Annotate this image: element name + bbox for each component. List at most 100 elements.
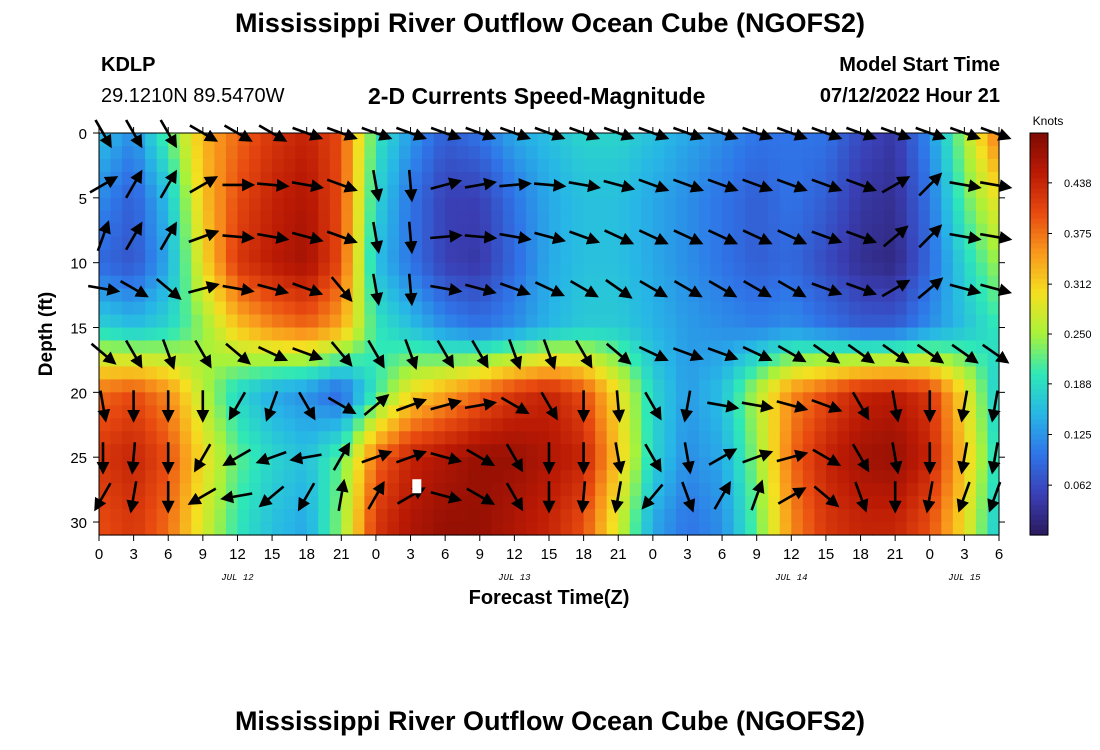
current-vector-arrow xyxy=(367,480,385,510)
current-vector-arrow xyxy=(430,397,463,411)
heatmap-cell xyxy=(733,522,746,536)
heatmap-cell xyxy=(860,379,873,393)
colorbar-cell xyxy=(1030,158,1048,164)
heatmap-cell xyxy=(629,288,642,303)
heatmap-cell xyxy=(445,418,458,432)
heatmap-cell xyxy=(814,145,827,160)
heatmap-cell xyxy=(341,340,354,355)
current-vector-arrow xyxy=(987,442,1001,475)
heatmap-cell xyxy=(710,457,723,471)
heatmap-cell xyxy=(375,509,389,523)
heatmap-cell xyxy=(733,210,746,225)
heatmap-cell xyxy=(664,340,677,355)
heatmap-cell xyxy=(329,262,342,277)
heatmap-cell xyxy=(468,171,481,186)
colorbar-cell xyxy=(1030,138,1048,144)
heatmap-cell xyxy=(745,145,758,160)
heatmap-cell xyxy=(249,301,262,316)
heatmap-cell xyxy=(306,171,319,186)
heatmap-cell xyxy=(387,158,400,173)
heatmap-cell xyxy=(652,158,665,173)
current-vector-arrow xyxy=(987,390,1001,423)
heatmap-cell xyxy=(987,275,1000,290)
heatmap-cell xyxy=(906,223,919,238)
heatmap-cell xyxy=(145,262,158,277)
heatmap-cell xyxy=(872,405,885,419)
heatmap-cell xyxy=(549,275,562,290)
heatmap-cell xyxy=(260,431,273,445)
heatmap-cell xyxy=(364,379,377,393)
heatmap-cell xyxy=(295,145,308,160)
heatmap-cell xyxy=(191,314,204,329)
heatmap-cell xyxy=(468,262,481,277)
heatmap-cell xyxy=(975,210,989,225)
heatmap-cell xyxy=(941,340,954,355)
heatmap-cell xyxy=(756,366,769,380)
heatmap-cell xyxy=(179,314,192,329)
heatmap-cell xyxy=(779,379,792,393)
heatmap-cell xyxy=(722,171,735,186)
heatmap-cell xyxy=(537,249,550,264)
heatmap-cell xyxy=(883,145,896,160)
heatmap-cell xyxy=(733,158,746,173)
current-vector-arrow xyxy=(466,448,496,466)
heatmap-cell xyxy=(929,197,942,212)
heatmap-cell xyxy=(410,275,423,290)
heatmap-cell xyxy=(733,444,746,458)
heatmap-cell xyxy=(722,418,735,432)
current-vector-arrow xyxy=(743,279,772,298)
heatmap-cell xyxy=(525,288,539,303)
heatmap-cell xyxy=(525,197,539,212)
x-tick-label: 0 xyxy=(649,546,657,563)
heatmap-cell xyxy=(168,145,181,160)
heatmap-cell xyxy=(814,418,827,432)
heatmap-cell xyxy=(156,288,169,303)
heatmap-cell xyxy=(318,314,331,329)
heatmap-cell xyxy=(560,223,573,238)
heatmap-cell xyxy=(214,522,227,536)
heatmap-cell xyxy=(456,457,469,471)
heatmap-cell xyxy=(341,275,354,290)
heatmap-cell xyxy=(549,457,562,471)
heatmap-cell xyxy=(583,145,596,160)
heatmap-cell xyxy=(952,210,965,225)
heatmap-cell xyxy=(525,392,539,406)
current-vector-arrow xyxy=(298,391,316,421)
heatmap-cell xyxy=(283,145,296,160)
heatmap-cell xyxy=(364,470,377,484)
heatmap-cell xyxy=(537,379,550,393)
heatmap-cell xyxy=(929,379,942,393)
heatmap-cell xyxy=(364,418,377,432)
heatmap-cell xyxy=(237,210,250,225)
heatmap-cell xyxy=(260,379,273,393)
heatmap-cell xyxy=(583,457,596,471)
current-vector-arrow xyxy=(811,398,843,414)
heatmap-cell xyxy=(975,405,989,419)
heatmap-cell xyxy=(525,301,539,316)
heatmap-cell xyxy=(895,262,908,277)
heatmap-cell xyxy=(191,171,204,186)
heatmap-cell xyxy=(387,392,400,406)
heatmap-cell xyxy=(618,314,631,329)
heatmap-cell xyxy=(549,444,562,458)
heatmap-cell xyxy=(975,133,989,147)
heatmap-cell xyxy=(341,509,354,523)
heatmap-cell xyxy=(664,249,677,264)
heatmap-cell xyxy=(710,522,723,536)
heatmap-cell xyxy=(629,327,642,342)
heatmap-cell xyxy=(791,158,804,173)
heatmap-cell xyxy=(975,522,989,536)
heatmap-cell xyxy=(145,340,158,355)
heatmap-cell xyxy=(849,457,862,471)
heatmap-cell xyxy=(606,210,619,225)
heatmap-cell xyxy=(468,133,481,147)
heatmap-cell xyxy=(237,262,250,277)
heatmap-cell xyxy=(687,509,700,523)
colorbar-cell xyxy=(1030,253,1048,260)
heatmap-cell xyxy=(318,275,331,290)
heatmap-cell xyxy=(399,522,412,536)
heatmap-layer xyxy=(99,133,1000,536)
heatmap-cell xyxy=(733,379,746,393)
heatmap-cell xyxy=(756,340,769,355)
heatmap-cell xyxy=(964,431,977,445)
